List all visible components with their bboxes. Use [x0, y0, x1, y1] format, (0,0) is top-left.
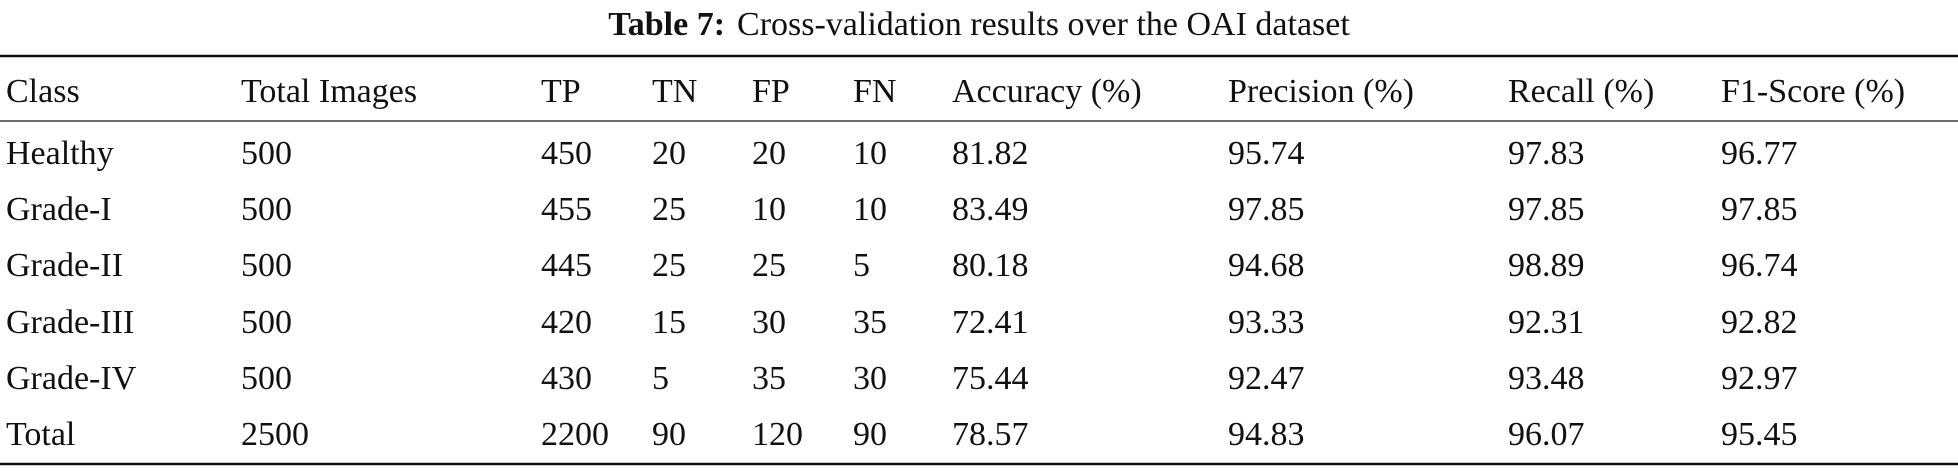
row-label: Healthy — [6, 135, 114, 172]
table-cell: 98.89 — [1508, 247, 1585, 284]
table-cell: 96.07 — [1508, 416, 1585, 453]
table-cell: 25 — [652, 191, 686, 228]
table-cell: 25 — [752, 247, 786, 284]
table-cell: 500 — [241, 360, 292, 397]
table-cell: 94.83 — [1228, 416, 1305, 453]
table-cell: 120 — [752, 416, 803, 453]
table-cell: 500 — [241, 135, 292, 172]
table-cell: 92.97 — [1721, 360, 1798, 397]
table-cell: 90 — [652, 416, 686, 453]
table-cell: 25 — [652, 247, 686, 284]
table-cell: 30 — [853, 360, 887, 397]
table-cell: 500 — [241, 247, 292, 284]
header-cell: Total Images — [241, 73, 417, 110]
table-cell: 92.47 — [1228, 360, 1305, 397]
table-cell: 20 — [752, 135, 786, 172]
table-cell: 97.85 — [1508, 191, 1585, 228]
header-cell: Class — [6, 73, 80, 110]
table-cell: 93.33 — [1228, 304, 1305, 341]
table-cell: 450 — [541, 135, 592, 172]
row-label: Grade-IV — [6, 360, 137, 397]
table-cell: 2500 — [241, 416, 309, 453]
table-cell: 35 — [752, 360, 786, 397]
table-cell: 420 — [541, 304, 592, 341]
header-cell: Recall (%) — [1508, 73, 1654, 110]
table-cell: 94.68 — [1228, 247, 1305, 284]
table-cell: 78.57 — [952, 416, 1029, 453]
table-cell: 97.83 — [1508, 135, 1585, 172]
table-cell: 95.74 — [1228, 135, 1305, 172]
table-cell: 92.82 — [1721, 304, 1798, 341]
table-cell: 97.85 — [1228, 191, 1305, 228]
table-cell: 83.49 — [952, 191, 1029, 228]
header-cell: TN — [652, 73, 697, 110]
table-cell: 97.85 — [1721, 191, 1798, 228]
row-label: Grade-II — [6, 247, 123, 284]
table-cell: 20 — [652, 135, 686, 172]
table-cell: 81.82 — [952, 135, 1029, 172]
header-cell: Precision (%) — [1228, 73, 1414, 110]
table-cell: 72.41 — [952, 304, 1029, 341]
caption-label: Table 7: — [608, 6, 725, 43]
table-cell: 10 — [853, 191, 887, 228]
table-cell: 95.45 — [1721, 416, 1798, 453]
row-label: Grade-III — [6, 304, 134, 341]
header-cell: FN — [853, 73, 896, 110]
table-cell: 35 — [853, 304, 887, 341]
table-cell: 15 — [652, 304, 686, 341]
row-label: Grade-I — [6, 191, 112, 228]
header-cell: FP — [752, 73, 790, 110]
header-cell: F1-Score (%) — [1721, 73, 1905, 110]
table-cell: 90 — [853, 416, 887, 453]
table-cell: 2200 — [541, 416, 609, 453]
table-cell: 5 — [652, 360, 669, 397]
table-cell: 96.74 — [1721, 247, 1798, 284]
table-cell: 30 — [752, 304, 786, 341]
table-cell: 430 — [541, 360, 592, 397]
table-cell: 92.31 — [1508, 304, 1585, 341]
table-cell: 10 — [752, 191, 786, 228]
table-cell: 75.44 — [952, 360, 1029, 397]
table-cell: 96.77 — [1721, 135, 1798, 172]
table-cell: 500 — [241, 191, 292, 228]
table-cell: 500 — [241, 304, 292, 341]
table-cell: 80.18 — [952, 247, 1029, 284]
table-cell: 455 — [541, 191, 592, 228]
table-caption: Table 7: Cross-validation results over th… — [608, 6, 1350, 43]
table-cell: 445 — [541, 247, 592, 284]
row-label: Total — [6, 416, 75, 453]
table-cell: 10 — [853, 135, 887, 172]
table-cell: 5 — [853, 247, 870, 284]
caption-text: Cross-validation results over the OAI da… — [737, 6, 1350, 43]
header-cell: Accuracy (%) — [952, 73, 1142, 110]
header-cell: TP — [541, 73, 581, 110]
table-cell: 93.48 — [1508, 360, 1585, 397]
